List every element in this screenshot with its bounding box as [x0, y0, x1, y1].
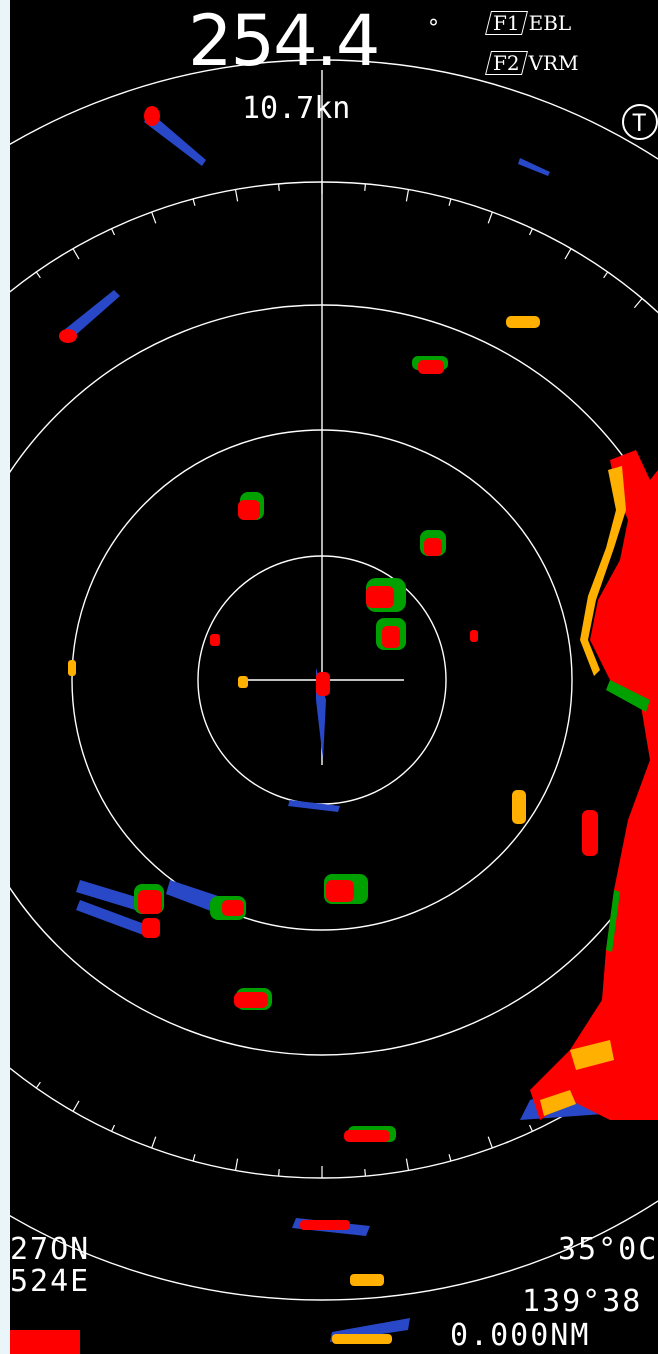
echo-target [512, 790, 526, 824]
echo-target [10, 1330, 80, 1354]
bearing-tick [277, 183, 280, 191]
echo-target [582, 810, 598, 856]
bearing-tick [487, 211, 493, 224]
echo-trail [144, 112, 206, 166]
bearing-tick [528, 228, 534, 236]
echo-trail [518, 158, 550, 176]
heading-readout: 254.4 [188, 0, 380, 82]
echo-target [238, 500, 260, 520]
bearing-tick [151, 1136, 157, 1149]
echo-trail [76, 900, 150, 936]
bearing-tick [448, 1154, 452, 1162]
echo-trail [64, 290, 120, 340]
ebl-label: EBL [528, 11, 572, 35]
echo-target [350, 1274, 384, 1286]
bearing-tick [603, 271, 609, 279]
echo-target [234, 992, 268, 1008]
bearing-tick [35, 1081, 41, 1089]
bearing-tick [448, 198, 452, 206]
latitude-left: 27ON [10, 1232, 91, 1267]
land-echo [530, 450, 658, 1120]
echo-target [418, 360, 444, 374]
echo-trail [288, 800, 340, 812]
bearing-tick [151, 211, 157, 224]
echo-target [316, 672, 330, 696]
echo-target [382, 626, 400, 648]
vrm-label: VRM [528, 51, 579, 75]
bearing-tick [528, 1124, 534, 1132]
bearing-tick [192, 198, 196, 206]
echo-target [424, 538, 442, 556]
echo-target [300, 1220, 350, 1230]
bearing-tick [564, 248, 572, 260]
f1-key-label: F1 [493, 11, 520, 35]
range-readout: 0.000NM [450, 1318, 591, 1353]
speed-readout: 10.7kn [242, 91, 351, 126]
bearing-tick [633, 298, 643, 309]
bearing-tick [192, 1154, 196, 1162]
echo-target [344, 1130, 390, 1142]
latitude-right: 35°0C [558, 1232, 658, 1267]
echo-target [142, 918, 160, 938]
radar-echoes [10, 106, 658, 1354]
echo-target [222, 900, 244, 916]
bearing-tick [72, 248, 80, 260]
echo-target [326, 880, 354, 902]
longitude-left: 524E [10, 1264, 91, 1299]
land-echo-fringe [580, 466, 626, 676]
bearing-tick [35, 271, 41, 279]
f2-key-label: F2 [493, 51, 520, 75]
bearing-tick [234, 1158, 239, 1171]
f2-vrm-key[interactable]: F2 VRM [485, 50, 579, 76]
echo-target [138, 890, 162, 914]
radar-screen: 254.4 ° 10.7kn F1 EBL F2 VRM T 27ON 524E… [10, 0, 658, 1354]
echo-target [506, 316, 540, 328]
echo-target [59, 329, 77, 343]
bearing-tick [405, 1158, 410, 1171]
land-echo-fringe [606, 680, 650, 952]
echo-target [366, 586, 394, 608]
bearing-tick [277, 1169, 280, 1177]
bearing-tick [234, 189, 239, 202]
mode-icon[interactable]: T [622, 104, 658, 140]
f1-ebl-key[interactable]: F1 EBL [485, 10, 572, 36]
echo-trail [76, 880, 146, 912]
land-echo-fringe [540, 1040, 614, 1116]
echo-target [210, 634, 220, 646]
range-ring-5 [10, 59, 658, 1301]
bearing-tick [110, 228, 116, 236]
bearing-tick [405, 189, 410, 202]
bearing-tick [110, 1124, 116, 1132]
echo-target [332, 1334, 392, 1344]
radar-display[interactable] [10, 0, 658, 1354]
echo-target [470, 630, 478, 642]
echo-target [144, 106, 160, 126]
echo-target [238, 676, 248, 688]
bearing-tick [72, 1100, 80, 1112]
bearing-tick [487, 1136, 493, 1149]
bearing-tick [364, 183, 367, 191]
echo-target [68, 660, 76, 676]
bearing-tick [364, 1169, 367, 1177]
heading-degree-symbol: ° [428, 16, 439, 41]
longitude-right: 139°38 [522, 1284, 643, 1319]
